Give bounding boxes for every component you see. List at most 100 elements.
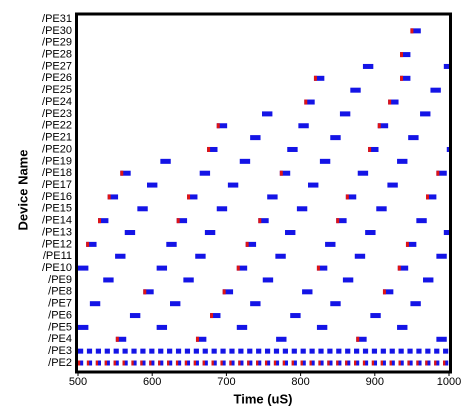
busy-interval [199,170,211,176]
busy-interval [202,360,208,366]
busy-interval [376,206,387,212]
busy-interval [264,348,271,354]
busy-interval [104,348,110,354]
busy-interval [330,135,341,141]
busy-interval [425,194,437,200]
busy-interval [184,348,191,354]
busy-interval [115,253,126,259]
busy-interval [410,301,421,307]
busy-interval [227,182,239,188]
wait-interval [256,360,259,366]
y-tick-label: /PE2 [48,357,72,369]
wait-interval [220,360,223,366]
busy-interval [124,230,136,236]
busy-interval [167,348,173,354]
wait-interval [216,123,220,129]
busy-interval [211,348,217,354]
busy-interval [436,253,447,259]
busy-interval [416,218,427,224]
wait-interval [371,360,375,366]
wait-interval [273,360,277,366]
wait-interval [368,146,372,152]
busy-interval [211,360,217,366]
busy-interval [397,158,408,164]
y-tick-label: /PE27 [42,60,72,72]
wait-interval [377,123,381,129]
wait-interval [318,360,321,366]
y-tick-label: /PE20 [42,143,72,155]
y-tick-label: /PE21 [42,132,72,144]
busy-interval [304,99,315,105]
busy-interval [220,348,226,354]
busy-interval [256,360,262,366]
busy-interval [336,360,342,366]
wait-interval [282,360,286,366]
wait-interval [400,52,403,58]
busy-interval [229,360,235,366]
y-tick-label: /PE4 [48,333,72,345]
x-tick-label: 800 [291,376,309,388]
wait-interval [382,289,386,295]
busy-interval [357,170,369,176]
wait-interval [425,360,428,366]
wait-interval [345,360,348,366]
busy-interval [195,336,207,342]
x-axis-title: Time (uS) [234,391,293,406]
busy-interval [371,348,378,354]
wait-interval [436,170,440,176]
busy-interval [193,348,199,354]
busy-interval [238,348,244,354]
busy-interval [287,146,298,152]
wait-interval [304,99,308,105]
busy-interval [258,218,269,224]
busy-interval [236,265,248,271]
y-tick-label: /PE11 [43,250,72,262]
busy-interval [149,360,155,366]
busy-interval [175,348,182,354]
busy-interval [371,360,378,366]
busy-interval [282,348,288,354]
x-tick-label: 500 [69,376,87,388]
busy-interval [89,301,101,307]
wait-interval [207,146,211,152]
busy-interval [356,336,367,342]
busy-interval [176,218,188,224]
wait-interval [336,218,340,224]
busy-interval [327,360,333,366]
busy-interval [273,348,280,354]
wait-interval [104,360,107,366]
wait-interval [264,360,268,366]
busy-interval [204,230,216,236]
busy-interval [398,360,404,366]
busy-interval [330,301,341,307]
wait-interval [389,360,392,366]
busy-interval [167,360,173,366]
wait-interval [211,360,214,366]
busy-interval [216,123,228,129]
wait-interval [222,289,226,295]
wait-interval [236,265,240,271]
wait-interval [120,170,124,176]
wait-interval [354,360,357,366]
busy-interval [143,289,154,295]
busy-interval [247,348,253,354]
busy-interval [443,348,449,354]
busy-interval [387,182,398,188]
busy-interval [398,348,404,354]
busy-interval [318,360,324,366]
wait-interval [193,360,196,366]
busy-interval [425,348,431,354]
busy-interval [207,146,218,152]
wait-interval [158,360,161,366]
busy-interval [408,135,419,141]
busy-interval [250,135,261,141]
busy-interval [345,194,357,200]
busy-interval [115,336,127,342]
wait-interval [425,194,429,200]
y-tick-label: /PE9 [48,274,72,286]
busy-interval [446,146,449,152]
y-tick-label: /PE16 [42,191,72,203]
busy-interval [336,218,347,224]
busy-interval [420,111,431,117]
y-tick-label: /PE23 [42,108,72,120]
